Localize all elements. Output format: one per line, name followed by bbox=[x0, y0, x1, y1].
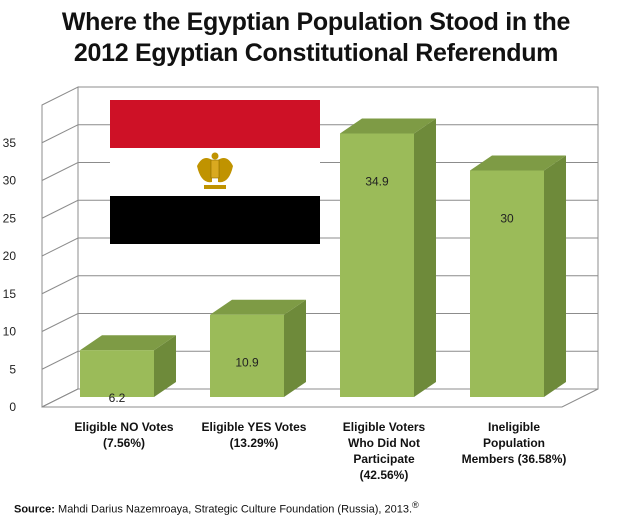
y-tick-label: 5 bbox=[9, 362, 16, 376]
eagle-left-wing bbox=[197, 158, 212, 183]
data-label: 30 bbox=[500, 212, 514, 226]
eagle-scroll bbox=[204, 185, 226, 189]
category-label: Ineligible bbox=[488, 420, 540, 434]
bar-front bbox=[470, 170, 544, 397]
floor bbox=[41, 388, 599, 408]
bar-side bbox=[544, 155, 566, 397]
bar-top bbox=[80, 335, 176, 351]
bars: 6.2 10.9 34.9 30 bbox=[80, 118, 566, 405]
bar-top bbox=[210, 299, 306, 315]
category-label: (42.56%) bbox=[360, 468, 409, 482]
y-tick-label: 15 bbox=[3, 287, 17, 301]
bar-3: 34.9 bbox=[340, 118, 436, 397]
y-tick-label: 25 bbox=[3, 211, 17, 225]
bar-side bbox=[284, 299, 306, 397]
egypt-flag bbox=[110, 100, 320, 244]
source-label: Source: bbox=[14, 503, 55, 516]
bar-side bbox=[414, 118, 436, 397]
y-tick-label: 35 bbox=[3, 136, 17, 150]
category-label: Eligible Voters bbox=[343, 420, 426, 434]
eagle-shield bbox=[210, 159, 220, 179]
source-note: Source: Mahdi Darius Nazemroaya, Strateg… bbox=[14, 500, 419, 516]
source-mark: ® bbox=[412, 500, 419, 510]
category-label: Eligible NO Votes bbox=[74, 420, 173, 434]
eagle-right-wing bbox=[218, 158, 233, 183]
eagle-icon bbox=[197, 152, 233, 189]
source-text: Mahdi Darius Nazemroaya, Strategic Cultu… bbox=[54, 503, 413, 516]
category-label: Who Did Not bbox=[348, 436, 420, 450]
bar-front bbox=[80, 350, 154, 397]
bar-top bbox=[340, 118, 436, 134]
x-axis-categories: Eligible NO Votes (7.56%) Eligible YES Vot… bbox=[74, 420, 566, 482]
category-label: Population bbox=[483, 436, 545, 450]
eagle-head bbox=[211, 152, 219, 160]
category-label: (7.56%) bbox=[103, 436, 145, 450]
bar-front bbox=[340, 133, 414, 397]
bar-1: 6.2 bbox=[80, 335, 176, 405]
bar-front bbox=[210, 314, 284, 397]
bar-4: 30 bbox=[470, 155, 566, 397]
category-label: Eligible YES Votes bbox=[202, 420, 307, 434]
category-label: (13.29%) bbox=[230, 436, 279, 450]
bar-side bbox=[154, 335, 176, 397]
data-label: 10.9 bbox=[235, 356, 259, 370]
chart-title-line-2: 2012 Egyptian Constitutional Referendum bbox=[73, 39, 559, 67]
data-label: 6.2 bbox=[109, 391, 126, 405]
y-tick-label: 20 bbox=[3, 249, 17, 263]
bar-2: 10.9 bbox=[210, 299, 306, 397]
category-label: Participate bbox=[353, 452, 415, 466]
y-tick-label: 0 bbox=[9, 400, 16, 414]
bar-top bbox=[470, 155, 566, 171]
flag-red-stripe bbox=[110, 100, 320, 148]
y-tick-label: 10 bbox=[3, 325, 17, 339]
y-tick-label: 30 bbox=[3, 174, 17, 188]
category-label: Members (36.58%) bbox=[462, 452, 567, 466]
y-axis-ticks: 0 5 10 15 20 25 30 35 bbox=[3, 136, 17, 414]
data-label: 34.9 bbox=[365, 175, 389, 189]
chart-title-line-1: Where the Egyptian Population Stood in t… bbox=[61, 8, 571, 36]
flag-black-stripe bbox=[110, 196, 320, 244]
